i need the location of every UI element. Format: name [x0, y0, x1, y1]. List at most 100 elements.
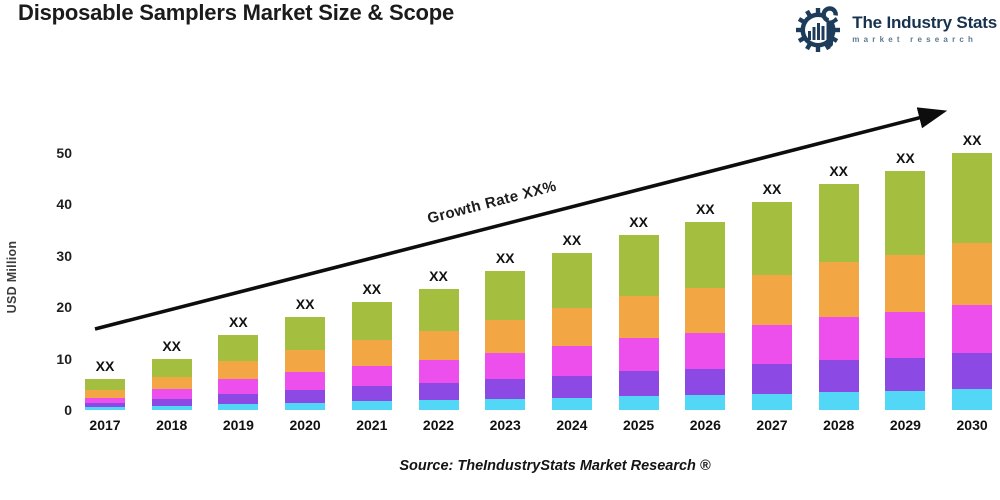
- bar-2025: [618, 235, 659, 410]
- y-tick-label: 50: [56, 145, 72, 161]
- bar-segment-orange: [551, 308, 592, 346]
- bar-value-label: XX: [295, 296, 315, 313]
- bar-segment-green: [618, 235, 659, 296]
- bar-value-label: XX: [229, 314, 248, 331]
- bar-value-label: XX: [762, 180, 782, 197]
- bar-segment-orange: [752, 274, 792, 325]
- logo: The Industry Stats market research: [795, 5, 997, 53]
- bar-segment-magenta: [685, 333, 726, 369]
- bar-segment-cyan: [952, 389, 993, 410]
- x-tick-label: 2027: [756, 417, 788, 433]
- bar-segment-green: [752, 201, 792, 275]
- bar-segment-orange: [85, 390, 125, 398]
- bar-segment-purple: [485, 379, 526, 399]
- bar-segment-magenta: [752, 324, 792, 365]
- bar-segment-purple: [285, 389, 326, 403]
- bar-segment-magenta: [85, 397, 125, 404]
- x-tick-label: 2018: [156, 417, 188, 433]
- bar-segment-magenta: [485, 352, 526, 380]
- bar-segment-green: [485, 271, 526, 320]
- bar-2018: [151, 358, 192, 410]
- bar-2020: [285, 317, 326, 410]
- x-tick-label: 2029: [889, 417, 921, 433]
- bar-segment-orange: [952, 242, 993, 305]
- bar-segment-purple: [151, 398, 192, 406]
- bar-segment-magenta: [351, 365, 392, 387]
- bar-2017: [85, 379, 125, 410]
- bar-segment-purple: [885, 357, 926, 391]
- bar-segment-green: [685, 222, 726, 289]
- bar-2029: [885, 170, 926, 410]
- bar-2026: [685, 222, 726, 410]
- bar-2021: [351, 302, 392, 410]
- bar-value-label: XX: [629, 214, 648, 231]
- x-tick-label: 2017: [89, 417, 121, 433]
- bar-value-label: XX: [896, 149, 915, 166]
- bar-segment-purple: [952, 353, 993, 390]
- x-tick-label: 2021: [356, 417, 388, 433]
- bar-segment-green: [351, 302, 392, 341]
- bar-segment-cyan: [218, 403, 259, 410]
- bar-segment-magenta: [151, 388, 192, 399]
- bar-segment-green: [885, 170, 926, 255]
- bar-segment-purple: [418, 383, 459, 401]
- bar-segment-green: [952, 153, 993, 243]
- y-tick-label: 40: [56, 196, 72, 213]
- bar-value-label: XX: [962, 132, 982, 148]
- source-note: Source: TheIndustryStats Market Research…: [399, 458, 711, 474]
- bar-segment-orange: [351, 340, 392, 366]
- bar-segment-orange: [485, 319, 526, 353]
- bar-segment-cyan: [685, 395, 726, 410]
- y-axis-title: USD Million: [5, 240, 19, 314]
- x-tick-label: 2024: [556, 417, 588, 433]
- y-tick-label: 30: [56, 247, 72, 264]
- bar-segment-orange: [618, 295, 659, 339]
- x-tick-label: 2022: [422, 417, 455, 433]
- bar-segment-cyan: [285, 402, 326, 410]
- bar-segment-green: [818, 183, 859, 263]
- bar-segment-magenta: [618, 338, 659, 372]
- y-tick-label: 10: [56, 350, 72, 367]
- bar-value-label: XX: [95, 358, 115, 375]
- bar-2022: [418, 289, 459, 410]
- bar-segment-cyan: [752, 393, 792, 410]
- bar-segment-orange: [218, 361, 259, 380]
- bar-segment-cyan: [818, 391, 859, 410]
- bar-value-label: XX: [695, 201, 715, 218]
- bar-2028: [818, 183, 859, 410]
- x-tick-label: 2025: [623, 417, 655, 433]
- bar-segment-green: [218, 335, 259, 362]
- bar-segment-orange: [685, 288, 726, 334]
- logo-name: The Industry Stats: [852, 12, 997, 32]
- bar-segment-green: [85, 379, 125, 391]
- bar-segment-cyan: [885, 390, 926, 410]
- bar-2019: [218, 335, 259, 410]
- bar-segment-magenta: [285, 372, 326, 390]
- bar-2023: [485, 271, 526, 410]
- bar-segment-magenta: [218, 379, 259, 394]
- bar-segment-cyan: [151, 405, 192, 410]
- bar-segment-green: [551, 253, 592, 309]
- bar-segment-magenta: [885, 312, 926, 358]
- bar-segment-cyan: [551, 397, 592, 410]
- x-tick-label: 2020: [289, 417, 321, 433]
- x-tick-label: 2023: [489, 417, 521, 433]
- bar-segment-cyan: [418, 400, 459, 410]
- gear-wrench-icon: [796, 6, 841, 52]
- bar-value-label: XX: [429, 268, 448, 285]
- bar-segment-cyan: [351, 401, 392, 410]
- bar-segment-cyan: [618, 396, 659, 410]
- bar-segment-purple: [85, 403, 125, 408]
- y-tick-label: 20: [56, 299, 72, 316]
- bar-segment-purple: [752, 364, 792, 394]
- bar-2024: [551, 253, 592, 410]
- bar-segment-orange: [285, 350, 326, 373]
- bar-segment-purple: [618, 371, 659, 397]
- bar-segment-cyan: [485, 398, 526, 410]
- y-tick-label: 0: [64, 402, 72, 418]
- bar-segment-orange: [885, 254, 926, 313]
- bar-segment-purple: [218, 393, 259, 404]
- bar-segment-magenta: [818, 316, 859, 361]
- bar-segment-green: [418, 289, 459, 332]
- bar-segment-purple: [551, 375, 592, 398]
